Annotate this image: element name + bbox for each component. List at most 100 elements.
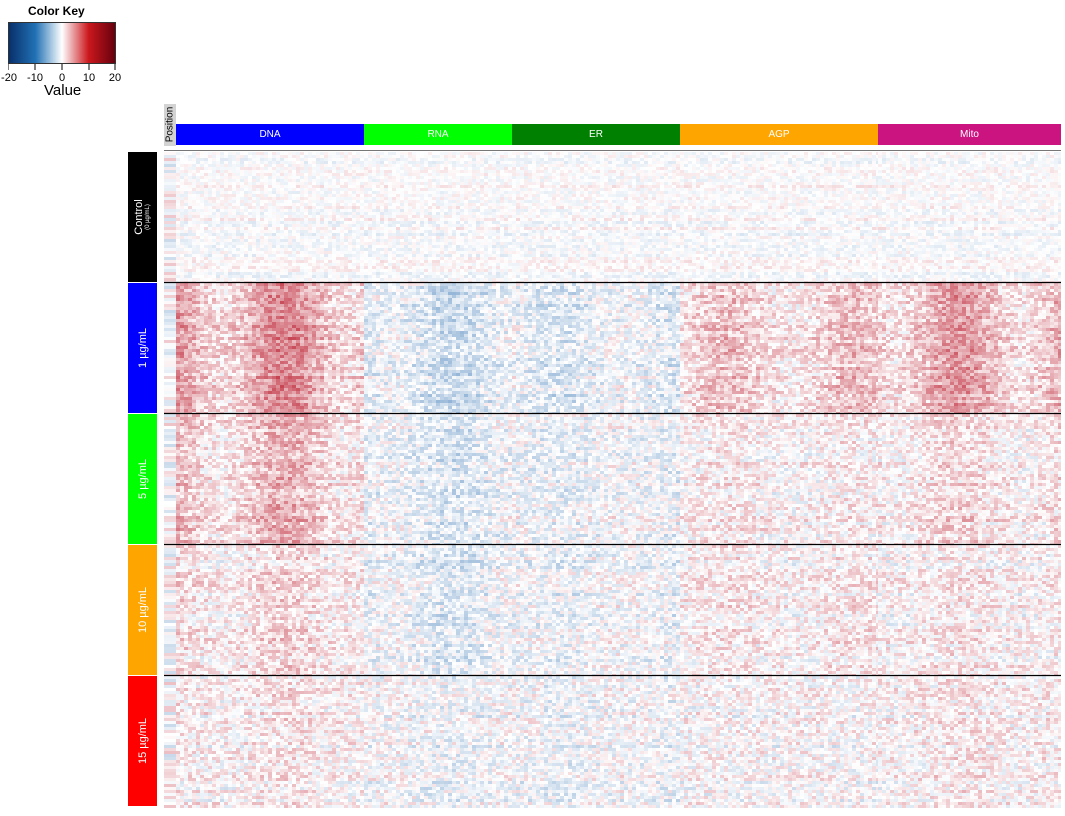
heatmap-cell bbox=[256, 164, 260, 167]
heatmap-cell bbox=[648, 155, 652, 158]
heatmap-cell bbox=[256, 179, 260, 182]
heatmap-cell bbox=[1010, 152, 1014, 155]
heatmap-cell bbox=[620, 179, 624, 182]
heatmap-cell bbox=[868, 155, 872, 158]
heatmap-cell bbox=[500, 152, 504, 155]
heatmap-cell bbox=[958, 155, 962, 158]
heatmap-cell bbox=[840, 158, 844, 161]
heatmap-cell bbox=[608, 164, 612, 167]
heatmap-cell bbox=[1006, 161, 1010, 164]
heatmap-cell bbox=[512, 152, 516, 155]
heatmap-cell bbox=[240, 164, 244, 167]
position-cell bbox=[164, 486, 176, 489]
heatmap-cell bbox=[612, 167, 616, 170]
heatmap-cell bbox=[680, 179, 684, 182]
heatmap-cell bbox=[910, 164, 914, 167]
heatmap-cell bbox=[1034, 155, 1038, 158]
heatmap-cell bbox=[328, 173, 332, 176]
heatmap-cell bbox=[504, 179, 508, 182]
heatmap-cell bbox=[484, 164, 488, 167]
heatmap-cell bbox=[476, 173, 480, 176]
heatmap-cell bbox=[800, 170, 804, 173]
heatmap-cell bbox=[188, 158, 192, 161]
heatmap-cell bbox=[428, 176, 432, 179]
position-cell bbox=[164, 355, 176, 358]
heatmap-cell bbox=[464, 164, 468, 167]
heatmap-cell bbox=[1034, 173, 1038, 176]
heatmap-cell bbox=[460, 173, 464, 176]
heatmap-cell bbox=[962, 161, 966, 164]
heatmap-cell bbox=[476, 158, 480, 161]
heatmap-cell bbox=[232, 152, 236, 155]
heatmap-cell bbox=[576, 155, 580, 158]
heatmap-cell bbox=[934, 161, 938, 164]
heatmap-cell bbox=[576, 173, 580, 176]
position-cell bbox=[164, 426, 176, 429]
position-cell bbox=[164, 560, 176, 563]
heatmap-cell bbox=[1014, 173, 1018, 176]
position-cell bbox=[164, 694, 176, 697]
heatmap-cell bbox=[954, 164, 958, 167]
heatmap-cell bbox=[544, 173, 548, 176]
heatmap-cell bbox=[664, 176, 668, 179]
position-cell bbox=[164, 474, 176, 477]
heatmap-cell bbox=[472, 164, 476, 167]
heatmap-cell bbox=[1014, 170, 1018, 173]
heatmap-cell bbox=[800, 152, 804, 155]
heatmap-cell bbox=[1058, 164, 1061, 167]
heatmap-cell bbox=[240, 179, 244, 182]
position-cell bbox=[164, 611, 176, 614]
heatmap-cell bbox=[616, 176, 620, 179]
heatmap-cell bbox=[772, 158, 776, 161]
heatmap-cell bbox=[256, 170, 260, 173]
heatmap-cell bbox=[504, 152, 508, 155]
heatmap-cell bbox=[440, 167, 444, 170]
heatmap-cell bbox=[520, 176, 524, 179]
position-cell bbox=[164, 361, 176, 364]
heatmap-cell bbox=[700, 176, 704, 179]
heatmap-cell bbox=[352, 161, 356, 164]
heatmap-cell bbox=[320, 155, 324, 158]
heatmap-cell bbox=[308, 179, 312, 182]
heatmap-cell bbox=[700, 158, 704, 161]
heatmap-cell bbox=[528, 170, 532, 173]
position-cell bbox=[164, 742, 176, 745]
heatmap-cell bbox=[312, 158, 316, 161]
heatmap-cell bbox=[448, 152, 452, 155]
heatmap-cell bbox=[204, 155, 208, 158]
heatmap-cell bbox=[878, 155, 882, 158]
heatmap-cell bbox=[934, 155, 938, 158]
heatmap-cell bbox=[288, 164, 292, 167]
heatmap-cell bbox=[516, 167, 520, 170]
heatmap-cell bbox=[520, 155, 524, 158]
heatmap-cell bbox=[400, 164, 404, 167]
heatmap-cell bbox=[692, 170, 696, 173]
position-cell bbox=[164, 498, 176, 501]
heatmap-cell bbox=[336, 155, 340, 158]
heatmap-cell bbox=[608, 173, 612, 176]
heatmap-cell bbox=[340, 173, 344, 176]
heatmap-cell bbox=[200, 173, 204, 176]
heatmap-cell bbox=[376, 155, 380, 158]
heatmap-cell bbox=[264, 155, 268, 158]
heatmap-cell bbox=[712, 167, 716, 170]
heatmap-cell bbox=[312, 170, 316, 173]
heatmap-cell bbox=[728, 167, 732, 170]
position-cell bbox=[164, 391, 176, 394]
position-cell bbox=[164, 334, 176, 337]
heatmap-cell bbox=[792, 161, 796, 164]
heatmap-cell bbox=[660, 167, 664, 170]
heatmap-cell bbox=[668, 170, 672, 173]
heatmap-cell bbox=[812, 164, 816, 167]
heatmap-cell bbox=[612, 161, 616, 164]
heatmap-cell bbox=[864, 164, 868, 167]
heatmap-cell bbox=[632, 155, 636, 158]
heatmap-cell bbox=[716, 176, 720, 179]
heatmap-cell bbox=[676, 173, 680, 176]
heatmap-cell bbox=[232, 164, 236, 167]
heatmap-cell bbox=[620, 158, 624, 161]
heatmap-cell bbox=[792, 176, 796, 179]
heatmap-cell bbox=[524, 179, 528, 182]
heatmap-cell bbox=[760, 167, 764, 170]
heatmap-cell bbox=[432, 176, 436, 179]
